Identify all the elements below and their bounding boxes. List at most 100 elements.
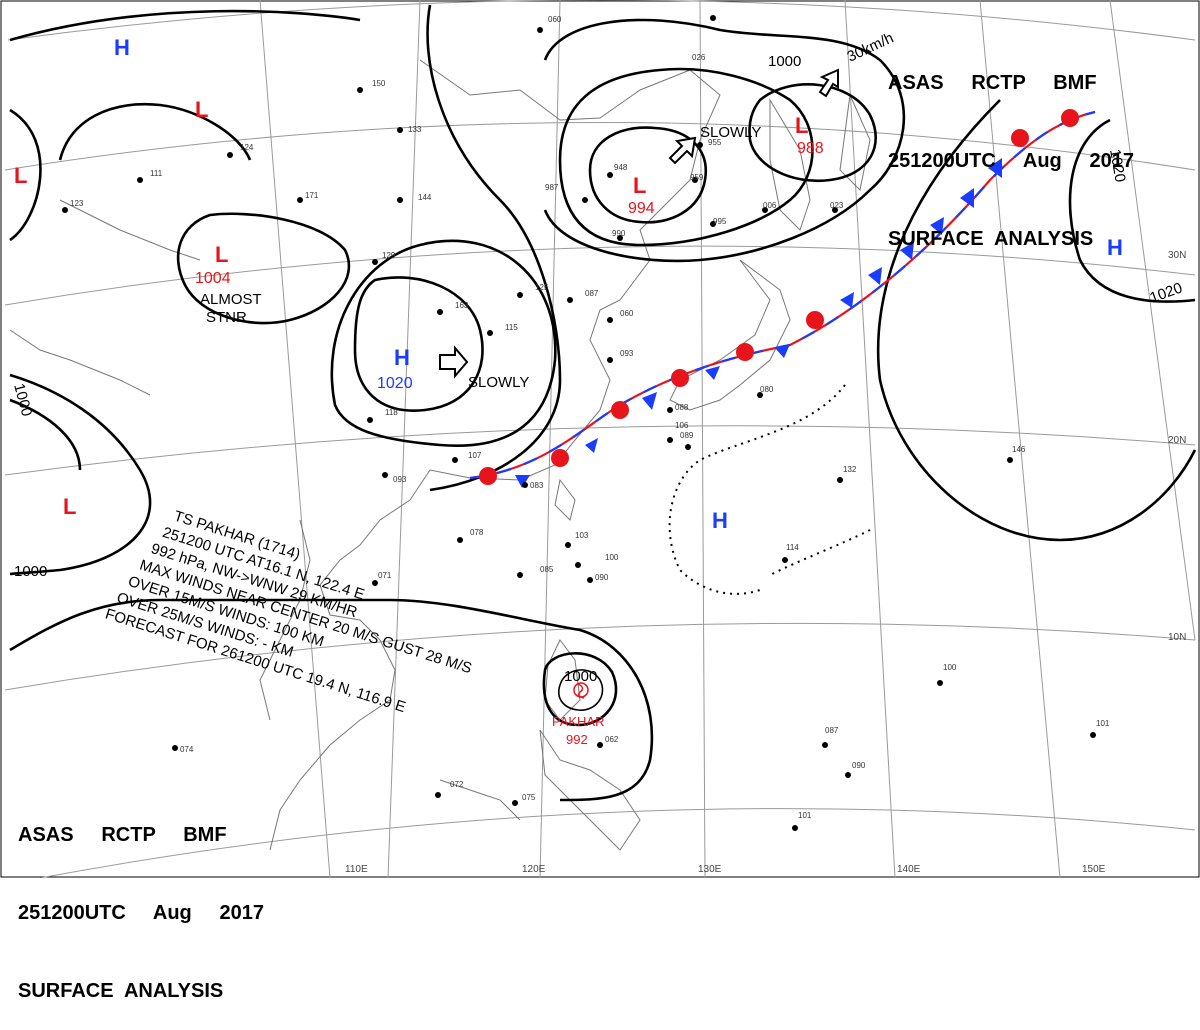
svg-text:103: 103 [575,531,589,540]
lat-label-10n: 10N [1168,632,1186,643]
high-center-pacific: H [712,508,728,533]
low-1004-value: 1004 [195,270,231,287]
isobar-label-1020-right-a: 1020 [1106,148,1129,184]
svg-text:118: 118 [385,408,398,417]
svg-text:093: 093 [620,349,634,358]
svg-text:093: 093 [393,475,407,484]
warm-front-semicircle [479,467,497,485]
svg-text:129: 129 [382,251,396,260]
cold-front-triangle [930,217,944,235]
isobar-label-1000-bottom-left: 1000 [14,563,47,580]
svg-text:987: 987 [545,183,559,192]
svg-text:125: 125 [535,283,549,292]
chart-frame [0,0,1200,878]
svg-text:146: 146 [1012,445,1026,454]
svg-text:106: 106 [675,421,689,430]
svg-text:995: 995 [713,217,727,226]
svg-text:075: 075 [522,793,536,802]
svg-text:080: 080 [760,385,774,394]
svg-text:060: 060 [620,309,634,318]
isobar-label-1000-typhoon: 1000 [564,668,597,685]
high-1020-value: 1020 [377,375,413,392]
svg-text:087: 087 [585,289,599,298]
low-center-sw: L [63,494,76,519]
low-988-value: 988 [797,140,824,157]
footer-line-2: 251200UTC Aug 2017 [18,902,265,924]
svg-text:023: 023 [830,201,844,210]
low-center-left-edge: L [14,163,27,188]
svg-text:150: 150 [372,79,386,88]
stationary-front [469,109,1096,488]
high-1020-motion: SLOWLY [468,374,529,391]
low-994-motion: SLOWLY [700,124,761,141]
cold-front-triangle [515,475,530,488]
warm-front-semicircle [551,449,569,467]
svg-text:107: 107 [468,451,482,460]
isobars [9,4,1197,802]
svg-text:100: 100 [605,553,619,562]
cold-front-triangle [960,188,974,208]
warm-front-semicircle [611,401,629,419]
cold-front-triangle [840,292,854,308]
svg-text:171: 171 [305,191,319,200]
chart-header: ASAS RCTP BMF 251200UTC Aug 2017 SURFACE… [888,18,1134,278]
warm-front-semicircle [1011,129,1029,147]
low-1004-note-line1: ALMOST [200,291,262,308]
svg-text:089: 089 [680,431,694,440]
svg-text:072: 072 [450,780,464,789]
svg-text:006: 006 [763,201,777,210]
svg-text:114: 114 [786,543,799,552]
low-1004-note-line2: STNR [206,309,247,326]
cold-front-triangle [868,267,882,285]
svg-text:060: 060 [548,15,562,24]
cold-front-triangle [642,392,657,410]
typhoon-name: PAKHAR [552,714,605,729]
lat-label-30n: 30N [1168,250,1186,261]
typhoon-advisory: TS PAKHAR (1714) 251200 UTC AT16.1 N, 12… [103,508,474,716]
cold-front-triangle [988,158,1002,178]
svg-text:948: 948 [614,163,628,172]
svg-text:087: 087 [825,726,839,735]
warm-front-semicircle [806,311,824,329]
motion-arrows [439,68,839,379]
header-line-1: ASAS RCTP BMF [888,72,1097,94]
svg-text:990: 990 [612,229,626,238]
low-center-994: L [633,173,646,198]
svg-text:115: 115 [505,323,518,332]
svg-text:111: 111 [150,169,163,178]
high-center-1020: H [394,345,410,370]
svg-text:123: 123 [70,199,84,208]
svg-text:133: 133 [408,125,422,134]
low-center-988: L [795,113,808,138]
svg-text:124: 124 [240,143,254,152]
lon-label-110e: 110E [345,864,368,875]
high-center-nw-top: H [114,35,130,60]
lon-label-130e: 130E [698,864,722,875]
lon-label-150e: 150E [1082,864,1106,875]
svg-text:132: 132 [843,465,857,474]
footer-line-1: ASAS RCTP BMF [18,824,227,846]
cold-front-triangle [900,242,914,260]
chart-footer: ASAS RCTP BMF 251200UTC Aug 2017 SURFACE… [18,770,264,1030]
lat-label-20n: 20N [1168,435,1186,446]
lon-label-120e: 120E [522,864,546,875]
svg-text:074: 074 [180,745,194,754]
l-988-motion-arrow-icon [818,68,839,98]
svg-text:100: 100 [943,663,957,672]
svg-text:071: 071 [378,571,392,580]
svg-text:083: 083 [530,481,544,490]
svg-text:101: 101 [798,811,812,820]
cold-front-triangle [585,438,598,453]
warm-front-semicircle [1061,109,1079,127]
typhoon-symbol-icon [573,682,589,699]
svg-text:088: 088 [675,403,689,412]
svg-text:163: 163 [455,301,469,310]
svg-text:959: 959 [690,173,704,182]
l-994-motion-arrow-icon [668,136,697,165]
svg-text:078: 078 [470,528,484,537]
svg-text:144: 144 [418,193,432,202]
low-center-1004: L [215,242,228,267]
svg-text:062: 062 [605,735,619,744]
low-center-north: L [195,97,208,122]
warm-front-semicircle [736,343,754,361]
